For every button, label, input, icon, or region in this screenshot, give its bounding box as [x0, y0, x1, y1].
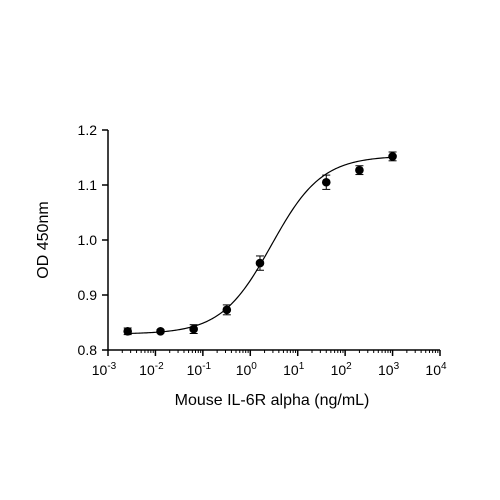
- fit-curve: [127, 156, 393, 335]
- data-point: [189, 324, 198, 334]
- x-tick-label: 101: [283, 361, 305, 378]
- y-tick-label: 0.9: [78, 287, 98, 303]
- y-tick-label: 1.1: [78, 177, 98, 193]
- y-tick-label: 1.2: [78, 122, 98, 138]
- data-point-group: [156, 327, 165, 336]
- data-point-group: [222, 304, 232, 316]
- data-point: [222, 305, 232, 315]
- data-point: [255, 258, 265, 268]
- data-point: [156, 327, 165, 336]
- x-tick-label: 102: [331, 361, 353, 378]
- x-tick-label: 10-2: [139, 361, 164, 378]
- data-point-group: [123, 327, 132, 336]
- x-tick-label: 104: [425, 361, 447, 378]
- x-axis: 10-3 10-2 10-1 100 101 102 103 104: [92, 349, 447, 378]
- x-tick-label: 103: [378, 361, 400, 378]
- data-points: [123, 151, 397, 336]
- y-axis: 0.8 0.9 1.0 1.1 1.2: [78, 122, 109, 358]
- data-point-group: [255, 255, 265, 271]
- y-tick-label: 0.8: [78, 342, 98, 358]
- x-axis-title: Mouse IL-6R alpha (ng/mL): [175, 392, 370, 409]
- data-point: [388, 152, 397, 161]
- x-tick-label: 10-3: [92, 361, 117, 378]
- data-point: [355, 165, 364, 175]
- x-tick-label: 10-1: [187, 361, 212, 378]
- y-tick-label: 1.0: [78, 232, 98, 248]
- data-point-group: [321, 174, 331, 190]
- data-point-group: [355, 165, 364, 176]
- data-point-group: [189, 324, 198, 334]
- data-point: [123, 327, 132, 336]
- y-axis-title: OD 450nm: [35, 201, 52, 278]
- x-axis-ticks: 10-3 10-2 10-1 100 101 102 103 104: [92, 350, 447, 378]
- data-point-group: [388, 151, 397, 162]
- x-tick-label: 100: [236, 361, 258, 378]
- y-axis-ticks: 0.8 0.9 1.0 1.1 1.2: [78, 122, 108, 358]
- data-point: [321, 177, 331, 187]
